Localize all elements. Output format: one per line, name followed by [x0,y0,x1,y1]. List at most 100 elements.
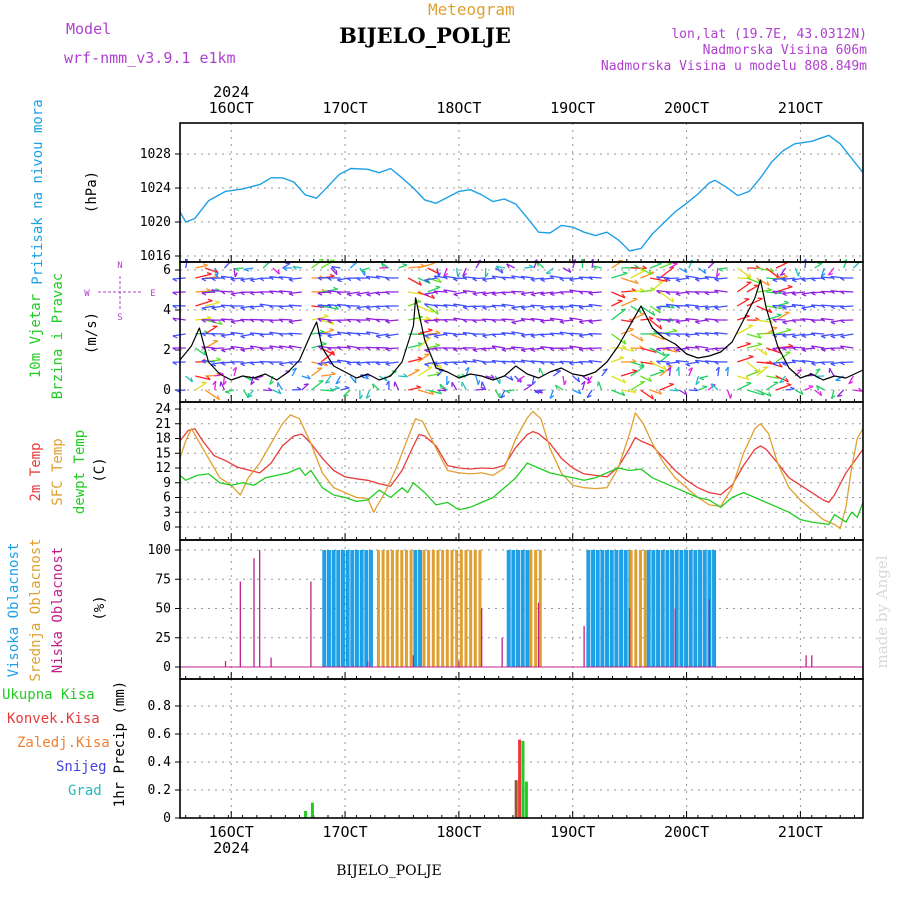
wind-arrow [534,389,544,393]
wind-arrow [766,314,782,321]
wind-arrow [549,389,554,399]
wind-arrow-head [657,308,662,314]
wind-arrow [840,290,854,293]
wind-arrow [292,388,302,391]
wind-arrow-head [776,313,782,316]
wind-arrow-head [495,265,501,270]
wind-arrow-head [675,360,681,365]
wind-arrow-head [580,380,586,385]
wind-arrow-head [642,265,647,269]
wind-arrow-head [520,349,526,353]
wind-arrow-head [797,369,802,372]
wind-arrow-head [797,271,801,277]
wind-arrow-head [453,348,458,352]
wind-arrow-head [665,278,671,282]
wind-arrow [301,375,311,380]
wind-arrow [443,332,457,335]
wind-arrow [620,328,635,335]
wind-arrow-head [549,332,555,337]
wind-arrow-head [431,294,436,299]
wind-arrow [630,361,645,367]
ytick-label-cloud: 75 [155,572,171,587]
wind-arrow [288,304,302,307]
wind-arrow [775,329,792,335]
wind-arrow [746,361,762,374]
wind-arrow [756,389,772,397]
wind-arrow-head [821,273,826,278]
wind-arrow-head [772,318,777,323]
wind-arrow-head [359,394,363,400]
wind-arrow-head [279,363,284,367]
wind-arrow-head [694,278,700,282]
wind-arrow-head [549,347,555,352]
wind-arrow [427,344,440,349]
wind-arrow [221,318,235,321]
wind-arrow [649,280,664,293]
wind-arrow [698,267,707,275]
wind-arrow [301,383,309,391]
wind-arrow [408,357,423,363]
cloud-ylabel-1: Visoka Oblacnost [6,543,22,678]
wind-arrow-head [658,280,664,283]
wind-arrow-head [819,391,823,396]
wind-arrow [372,383,380,391]
wind-arrow-head [424,349,430,353]
wind-arrow [715,267,719,278]
wind-arrow [640,305,655,316]
wind-arrow-head [588,292,594,296]
compass-E: E [150,289,155,299]
wind-arrow-head [578,361,584,365]
pressure-line [179,134,864,252]
ytick-label-precip: 0 [163,811,171,826]
wind-arrow-head [621,293,626,299]
wind-arrow-head [703,268,707,274]
wind-arrow [240,347,254,351]
wind-arrow-head [234,268,240,272]
wind-arrow-head [840,319,845,324]
wind-arrow-head [665,333,671,337]
wind-arrow [756,289,772,293]
wind-arrow-head [776,273,780,279]
cloud-bar [331,550,336,667]
wind-arrow-head [438,363,443,369]
wind-arrow-head [801,334,807,339]
wind-arrow [827,267,835,276]
wind-arrow [349,261,358,269]
wind-arrow-head [745,375,750,380]
wind-arrow-head [269,305,274,310]
wind-arrow-head [520,275,526,280]
wind-arrow [340,387,350,391]
wind-arrow-head [211,333,216,337]
wind-arrow-head [491,359,497,364]
wind-arrow [501,276,515,279]
wind-arrow-head [530,293,536,297]
wind-arrow [650,277,668,282]
cloud-bar [646,550,651,667]
cloud-bar [660,550,665,667]
wind-arrow-head [259,333,265,338]
temp-line-1 [179,410,864,530]
wind-arrow [195,317,212,321]
wind-arrow-head [250,381,255,386]
ytick-label-precip: 0.4 [148,755,172,770]
wind-arrow [840,305,854,308]
wind-arrow-head [203,350,207,356]
cloud-bar [409,550,413,667]
wind-arrow [559,360,573,363]
panel-wind: 0 2 4 6 10m Vjetar Brzina i Pravac (m/s) N S E W [28,258,864,402]
wind-arrow-head [685,334,691,338]
wind-arrow-head [385,363,391,367]
wind-arrow-head [220,290,226,295]
wind-arrow-head [820,361,826,366]
wind-arrow [779,375,787,384]
wind-arrow [427,286,441,293]
wind-arrow [814,389,823,397]
wind-arrow-head [782,306,787,311]
wind-arrow [669,389,679,392]
wind-ylabel-1: 10m Vjetar [28,294,44,378]
wind-arrow-head [211,289,216,294]
wind-arrow-head [500,268,504,274]
wind-arrow [221,347,235,351]
cloud-bar [386,550,390,667]
wind-arrow-head [336,303,342,308]
